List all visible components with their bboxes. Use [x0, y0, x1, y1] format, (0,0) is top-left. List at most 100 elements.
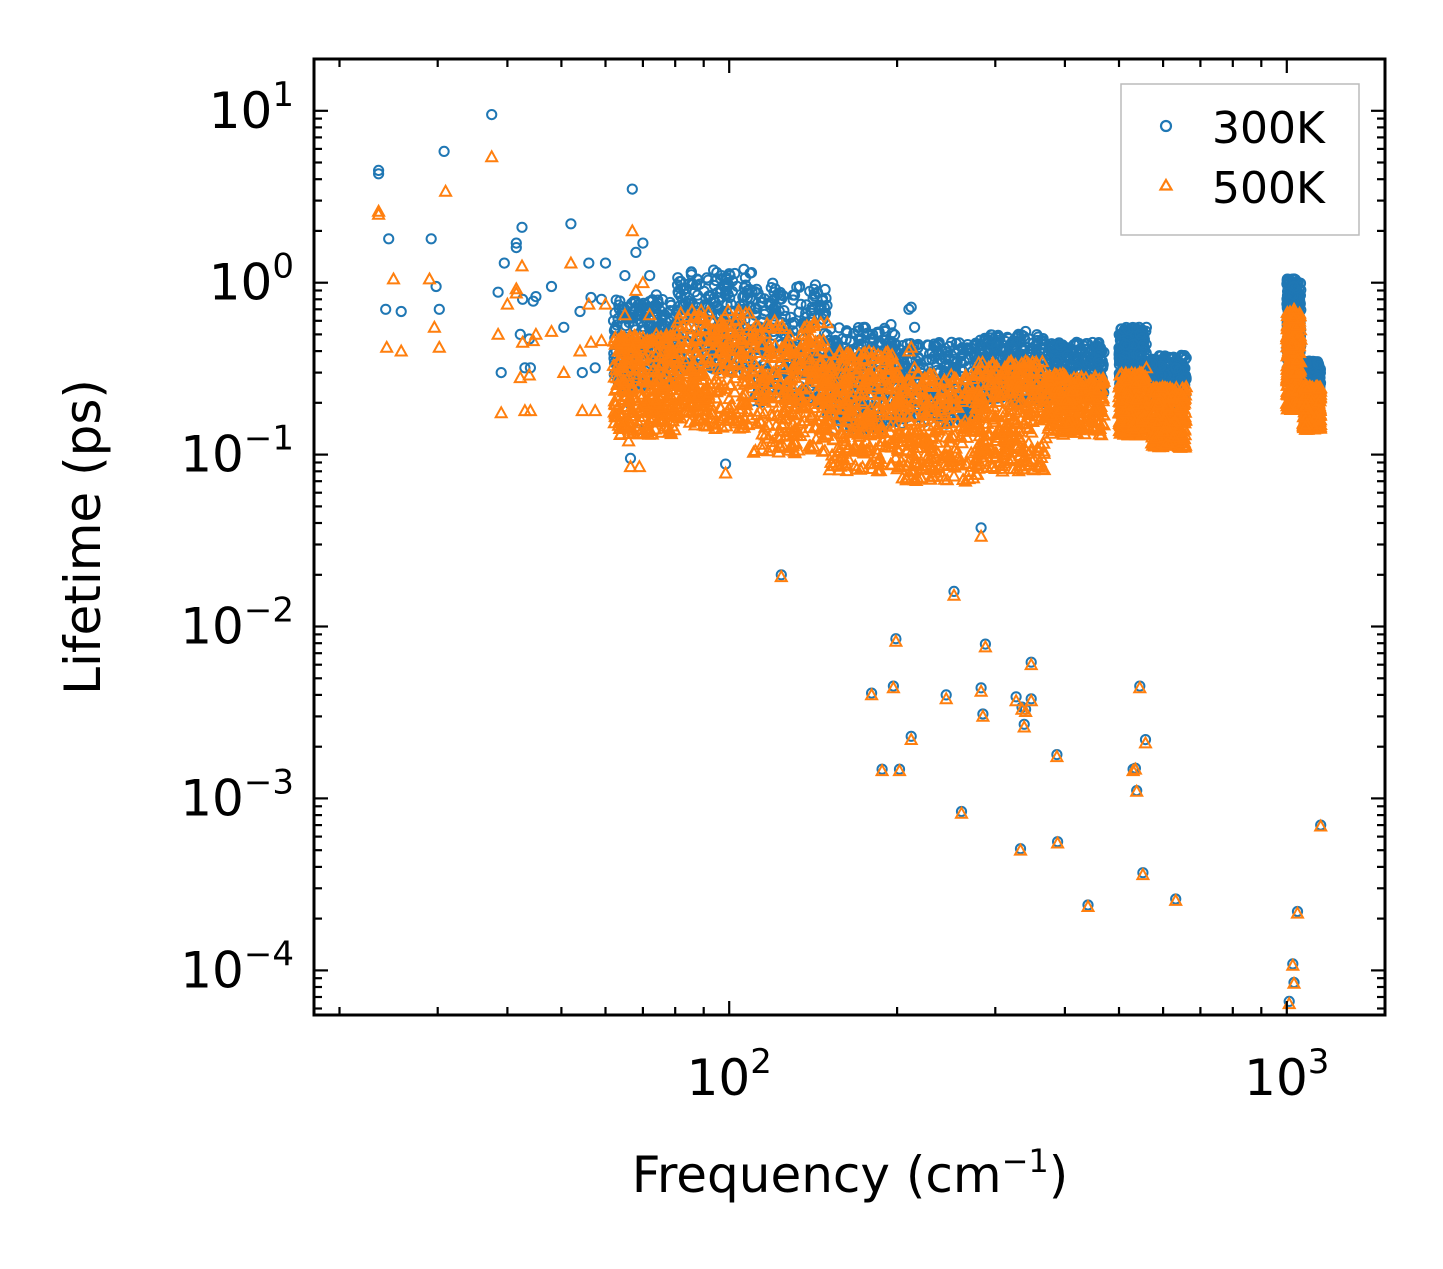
point-300k	[643, 303, 656, 315]
point-300k	[519, 362, 531, 374]
point-300k	[749, 302, 762, 314]
point-300k	[1092, 355, 1104, 367]
point-300k	[932, 339, 945, 351]
point-300k	[905, 730, 917, 742]
point-300k	[1137, 339, 1150, 351]
point-300k	[718, 281, 731, 293]
point-300k	[1170, 362, 1182, 374]
point-300k	[664, 296, 676, 309]
point-300k	[939, 345, 951, 358]
point-300k	[806, 301, 818, 313]
point-300k	[433, 303, 445, 315]
point-300k	[1034, 346, 1046, 358]
point-300k	[671, 279, 684, 291]
point-300k	[928, 338, 940, 350]
point-300k	[626, 183, 638, 195]
point-300k	[874, 336, 886, 348]
point-300k	[698, 285, 710, 297]
point-300k	[425, 233, 437, 245]
point-300k	[620, 320, 632, 332]
point-300k	[724, 269, 736, 282]
point-300k	[1176, 351, 1189, 363]
point-300k	[828, 336, 840, 349]
point-300k	[380, 303, 392, 315]
point-300k	[430, 280, 442, 293]
point-300k	[687, 298, 699, 311]
point-300k	[1047, 345, 1059, 358]
point-300k	[510, 237, 522, 249]
point-300k	[820, 292, 832, 304]
point-300k	[565, 218, 577, 230]
point-300k	[817, 309, 829, 321]
point-300k	[936, 355, 949, 367]
point-300k	[609, 307, 621, 319]
point-300k	[1133, 321, 1145, 333]
point-300k	[852, 322, 865, 334]
point-500k	[620, 414, 636, 428]
point-300k	[1288, 273, 1300, 285]
point-300k	[909, 321, 921, 333]
point-300k	[517, 293, 529, 305]
point-300k	[683, 278, 695, 290]
point-300k	[1000, 335, 1012, 348]
point-300k	[1051, 355, 1063, 367]
point-300k	[628, 295, 640, 307]
point-300k	[530, 291, 542, 303]
point-300k	[510, 242, 522, 254]
point-300k	[1140, 321, 1153, 333]
point-300k	[1119, 339, 1132, 351]
point-300k	[931, 341, 943, 353]
point-300k	[767, 277, 779, 289]
point-300k	[894, 344, 906, 356]
point-300k	[776, 293, 788, 305]
point-300k	[763, 299, 775, 311]
point-300k	[516, 221, 528, 233]
point-300k	[905, 301, 917, 313]
point-300k	[990, 340, 1003, 352]
point-300k	[774, 286, 786, 299]
point-300k	[492, 286, 504, 298]
point-300k	[574, 305, 586, 318]
point-300k	[821, 299, 833, 311]
point-300k	[1067, 351, 1079, 364]
point-300k	[1020, 325, 1032, 338]
point-300k	[637, 237, 649, 249]
point-300k	[740, 279, 752, 291]
data-marks	[371, 109, 1328, 1010]
point-300k	[770, 300, 782, 312]
point-300k	[495, 367, 507, 379]
point-300k	[1312, 358, 1324, 370]
point-300k	[1031, 329, 1043, 341]
point-300k	[589, 362, 601, 374]
point-300k	[1082, 358, 1094, 370]
series-500k	[371, 149, 1328, 1010]
point-500k	[607, 393, 622, 407]
point-300k	[885, 319, 897, 331]
point-300k	[1061, 349, 1074, 361]
point-300k	[558, 321, 570, 333]
point-300k	[946, 336, 958, 348]
point-300k	[1287, 280, 1300, 293]
point-300k	[1010, 691, 1022, 703]
point-300k	[438, 145, 450, 157]
point-300k	[859, 321, 871, 333]
point-300k	[755, 292, 767, 304]
point-300k	[383, 233, 395, 245]
point-300k	[974, 339, 987, 351]
point-300k	[395, 305, 407, 318]
point-300k	[1134, 328, 1146, 340]
point-300k	[985, 332, 997, 344]
series-300k	[373, 109, 1327, 1008]
point-300k	[373, 168, 385, 180]
point-300k	[1054, 339, 1067, 351]
point-300k	[626, 311, 639, 323]
point-300k	[1047, 342, 1059, 354]
point-300k	[650, 289, 662, 301]
point-300k	[992, 329, 1004, 341]
point-300k	[644, 270, 656, 282]
point-300k	[864, 333, 876, 345]
point-300k	[1007, 342, 1019, 354]
point-300k	[576, 367, 588, 379]
point-300k	[619, 270, 631, 282]
point-300k	[819, 307, 832, 319]
